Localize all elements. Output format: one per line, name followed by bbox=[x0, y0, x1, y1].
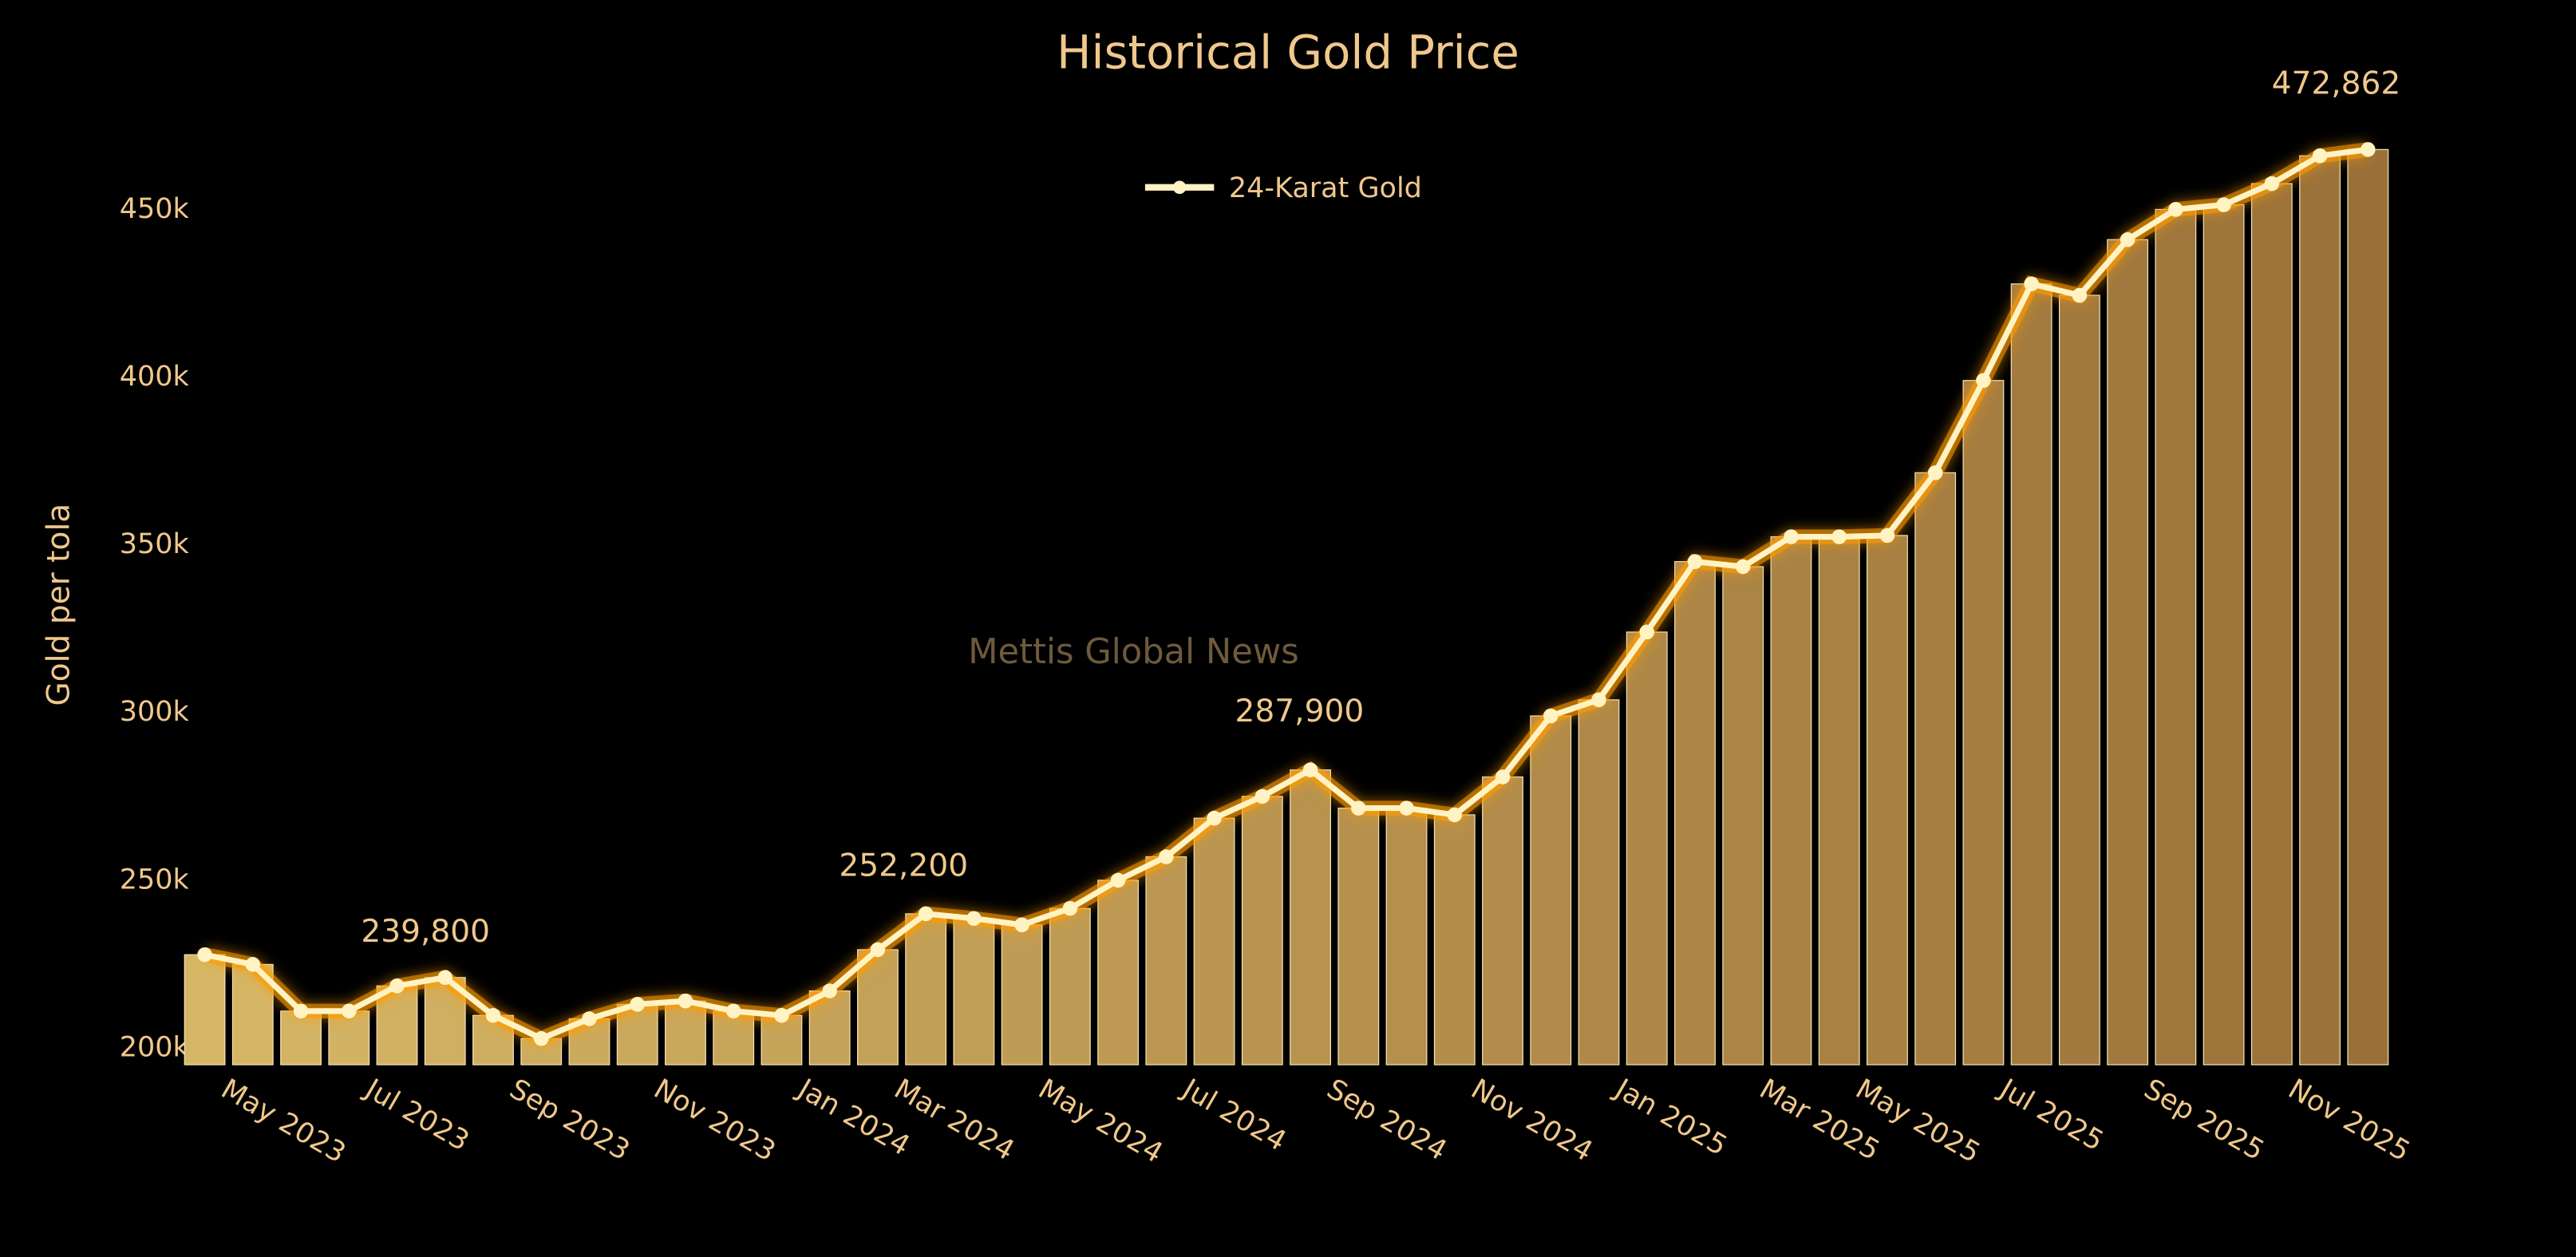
annotation: 287,900 bbox=[1235, 694, 1365, 729]
bar bbox=[1290, 769, 1331, 1065]
legend-marker bbox=[1172, 180, 1187, 194]
bar bbox=[953, 918, 995, 1065]
bar bbox=[1001, 924, 1043, 1065]
point bbox=[1543, 708, 1559, 724]
y-tick-label: 350k bbox=[120, 528, 190, 560]
bar bbox=[1193, 817, 1235, 1065]
point bbox=[870, 942, 886, 958]
bar bbox=[1433, 814, 1476, 1065]
bar bbox=[1049, 907, 1091, 1065]
legend-label: 24-Karat Gold bbox=[1229, 172, 1422, 204]
point bbox=[1784, 529, 1799, 544]
point bbox=[1399, 800, 1414, 816]
point bbox=[774, 1008, 789, 1023]
point bbox=[2168, 202, 2183, 217]
bar bbox=[328, 1010, 370, 1065]
y-tick-label: 400k bbox=[120, 361, 190, 393]
point bbox=[1976, 373, 1991, 389]
point bbox=[822, 983, 837, 998]
y-axis-label: Gold per tola bbox=[41, 504, 77, 706]
bar bbox=[2107, 239, 2149, 1065]
bar bbox=[1962, 380, 2005, 1065]
annotation: 252,200 bbox=[839, 848, 968, 884]
bar bbox=[1867, 535, 1908, 1065]
point bbox=[2264, 176, 2280, 192]
point bbox=[1302, 762, 1318, 777]
bar bbox=[1482, 776, 1523, 1065]
annotation: 472,862 bbox=[2272, 66, 2401, 102]
point bbox=[2120, 231, 2135, 247]
bar bbox=[2155, 208, 2197, 1065]
point bbox=[1014, 917, 1029, 933]
point bbox=[389, 978, 405, 994]
point bbox=[582, 1011, 597, 1026]
point bbox=[2024, 276, 2039, 291]
line bbox=[203, 146, 2369, 1042]
chart-title: Historical Gold Price bbox=[1057, 26, 1519, 80]
point bbox=[1110, 872, 1126, 888]
point bbox=[1159, 849, 1174, 864]
point bbox=[966, 911, 982, 927]
bar bbox=[2058, 294, 2100, 1065]
point bbox=[197, 947, 212, 963]
point bbox=[1927, 465, 1943, 480]
point bbox=[1062, 900, 1078, 916]
point bbox=[1831, 529, 1847, 544]
point bbox=[1591, 692, 1606, 708]
bar bbox=[1241, 796, 1283, 1065]
bar bbox=[2299, 155, 2341, 1065]
point bbox=[245, 957, 261, 972]
point bbox=[1879, 528, 1895, 544]
bar bbox=[1097, 880, 1140, 1065]
point bbox=[630, 997, 645, 1012]
point bbox=[1351, 800, 1366, 816]
bar bbox=[2347, 148, 2389, 1065]
y-tick-label: 450k bbox=[120, 193, 190, 225]
watermark: Mettis Global News bbox=[968, 632, 1298, 672]
bar bbox=[2203, 204, 2245, 1065]
bar bbox=[280, 1010, 322, 1065]
bar bbox=[1770, 536, 1812, 1065]
bar bbox=[905, 913, 947, 1065]
bar bbox=[1914, 472, 1957, 1065]
bar bbox=[1578, 699, 1620, 1065]
point bbox=[437, 970, 453, 986]
bar bbox=[2250, 183, 2293, 1065]
y-tick-label: 300k bbox=[120, 696, 190, 728]
point bbox=[2361, 142, 2376, 157]
point bbox=[678, 993, 693, 1009]
point bbox=[725, 1003, 741, 1019]
point bbox=[342, 1003, 357, 1019]
bar bbox=[184, 954, 226, 1065]
point bbox=[1639, 624, 1654, 640]
point bbox=[1254, 789, 1270, 804]
annotation: 239,800 bbox=[361, 914, 490, 950]
y-tick-label: 250k bbox=[120, 864, 190, 895]
point bbox=[918, 906, 934, 922]
y-tick-label: 200k bbox=[120, 1031, 190, 1063]
point bbox=[533, 1031, 549, 1046]
point bbox=[293, 1003, 309, 1019]
point bbox=[1495, 769, 1511, 785]
point bbox=[2216, 197, 2231, 212]
bar bbox=[1145, 856, 1187, 1065]
bar bbox=[1626, 631, 1668, 1065]
point bbox=[485, 1008, 501, 1023]
point bbox=[1207, 810, 1222, 826]
bar bbox=[1674, 561, 1716, 1065]
point bbox=[2072, 287, 2088, 303]
bar bbox=[2010, 283, 2053, 1065]
bar bbox=[1722, 566, 1764, 1065]
point bbox=[2312, 148, 2328, 164]
point bbox=[1447, 807, 1463, 823]
bar bbox=[1337, 807, 1380, 1065]
bar bbox=[1385, 807, 1428, 1065]
bar bbox=[1530, 715, 1572, 1065]
point bbox=[1735, 559, 1751, 575]
point bbox=[1687, 554, 1703, 569]
bar bbox=[1818, 536, 1860, 1065]
